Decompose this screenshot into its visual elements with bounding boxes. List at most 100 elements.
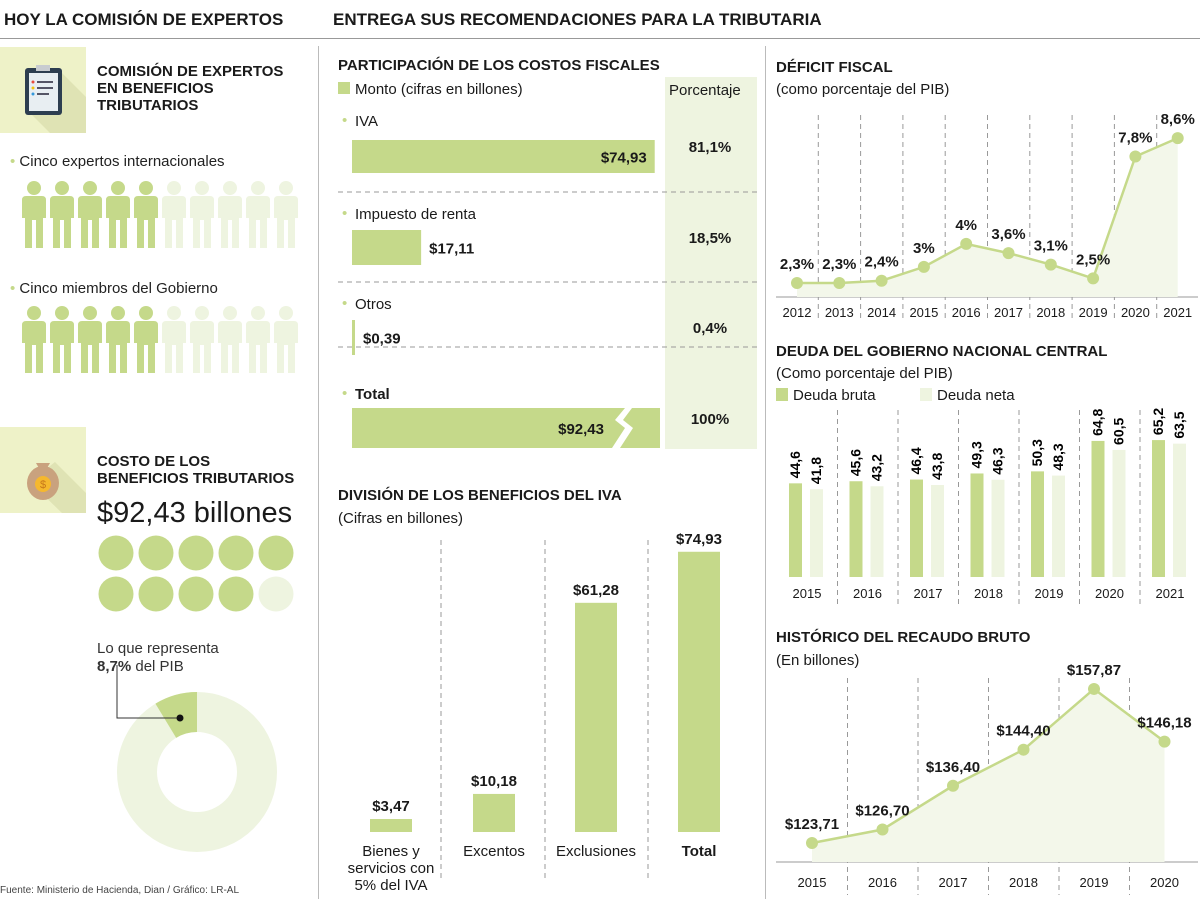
x-tick: 2016 [853,586,882,601]
person-icon [134,306,158,373]
bar [970,473,984,577]
bar [931,485,944,577]
point [947,779,959,792]
person-icon [50,181,74,248]
category-label: Excentos [463,843,525,860]
experts-label-text: Cinco expertos internacionales [19,153,225,170]
cost-circle [138,576,174,612]
value-label: 41,8 [808,457,824,484]
pib-suffix: del PIB [131,658,184,675]
header-right: ENTREGA SUS RECOMENDACIONES PARA LA TRIB… [333,10,822,29]
value-label: 63,5 [1171,411,1187,438]
x-tick: 2021 [1163,305,1192,320]
value-label: $74,93 [601,150,647,167]
point [1044,258,1057,271]
bar [789,483,802,577]
cost-circle [218,535,254,571]
header-left: HOY LA COMISIÓN DE EXPERTOS [4,10,284,29]
category-label: 5% del IVA [354,877,427,894]
point [875,274,888,287]
person-icon [22,181,46,248]
legend-swatch [338,82,350,94]
chart-subtitle: (como porcentaje del PIB) [776,81,949,98]
x-tick: 2020 [1150,875,1179,890]
value-label: 2,3% [780,256,814,273]
cost-circle [258,535,294,571]
person-icon [162,181,186,248]
value-label: 2,5% [1076,251,1110,268]
x-tick: 2018 [1009,875,1038,890]
value-label: $0,39 [363,331,401,348]
cost-circles [98,535,298,615]
commission-title: COMISIÓN DE EXPERTOS EN BENEFICIOS TRIBU… [97,63,283,114]
x-tick: 2017 [994,305,1023,320]
bar [352,230,422,265]
header-rule [0,38,1200,39]
legend-label: Deuda neta [937,387,1015,404]
person-icon [106,306,130,373]
experts-label: • Cinco expertos internacionales [10,153,225,170]
x-tick: 2020 [1095,586,1124,601]
x-tick: 2019 [1035,586,1064,601]
title-line: TRIBUTARIOS [97,97,199,114]
leader-dot [176,714,184,722]
person-icon [134,181,158,248]
divider [765,46,766,899]
legend-label: Deuda bruta [793,387,876,404]
bar [352,140,655,173]
point [960,237,973,250]
person-icon [218,181,242,248]
bar [1031,471,1044,577]
value-label: $146,18 [1137,715,1191,732]
title-line: EN BENEFICIOS [97,80,214,97]
percent-label: 18,5% [689,230,732,247]
value-label: 49,3 [969,441,985,468]
point [1017,743,1030,756]
category-label: Impuesto de renta [355,206,477,223]
point [876,823,889,836]
category-label: servicios con [348,860,435,877]
value-label: 7,8% [1118,130,1152,147]
category-label: Total [682,843,717,860]
cost-circle [98,576,134,612]
value-label: 43,8 [929,453,945,480]
value-label: 65,2 [1150,408,1166,435]
value-label: $92,43 [558,421,604,438]
person-icon [246,181,270,248]
person-icon [78,181,102,248]
x-tick: 2018 [1036,305,1065,320]
x-tick: 2016 [952,305,981,320]
chart-title: PARTICIPACIÓN DE LOS COSTOS FISCALES [338,56,660,74]
bar [352,408,625,448]
value-label: 4% [955,217,977,234]
value-label: $3,47 [372,798,410,815]
point [791,277,803,289]
value-label: 64,8 [1090,408,1106,435]
person-icon [162,306,186,373]
value-label: $123,71 [785,816,839,833]
category-label: Otros [355,296,392,313]
x-tick: 2017 [939,875,968,890]
government-label-text: Cinco miembros del Gobierno [19,280,218,297]
pib-value: 8,7% [97,658,132,675]
x-tick: 2019 [1080,875,1109,890]
bar [575,602,617,832]
person-icon [190,181,214,248]
value-label: $74,93 [676,531,722,548]
x-tick: 2015 [909,305,938,320]
cost-circle [178,576,214,612]
bar [678,551,720,832]
percent-label: 81,1% [689,139,732,156]
chart-title: DÉFICIT FISCAL [776,59,893,76]
point [806,837,818,849]
bar [352,320,355,355]
line [811,687,1166,845]
value-label: 46,3 [990,447,1006,474]
x-tick: 2016 [868,875,897,890]
pib-text: Lo que representa [97,640,219,657]
legend-swatch [776,388,788,401]
leader-line [116,665,180,719]
value-label: 48,3 [1050,443,1066,470]
person-icon [50,306,74,373]
